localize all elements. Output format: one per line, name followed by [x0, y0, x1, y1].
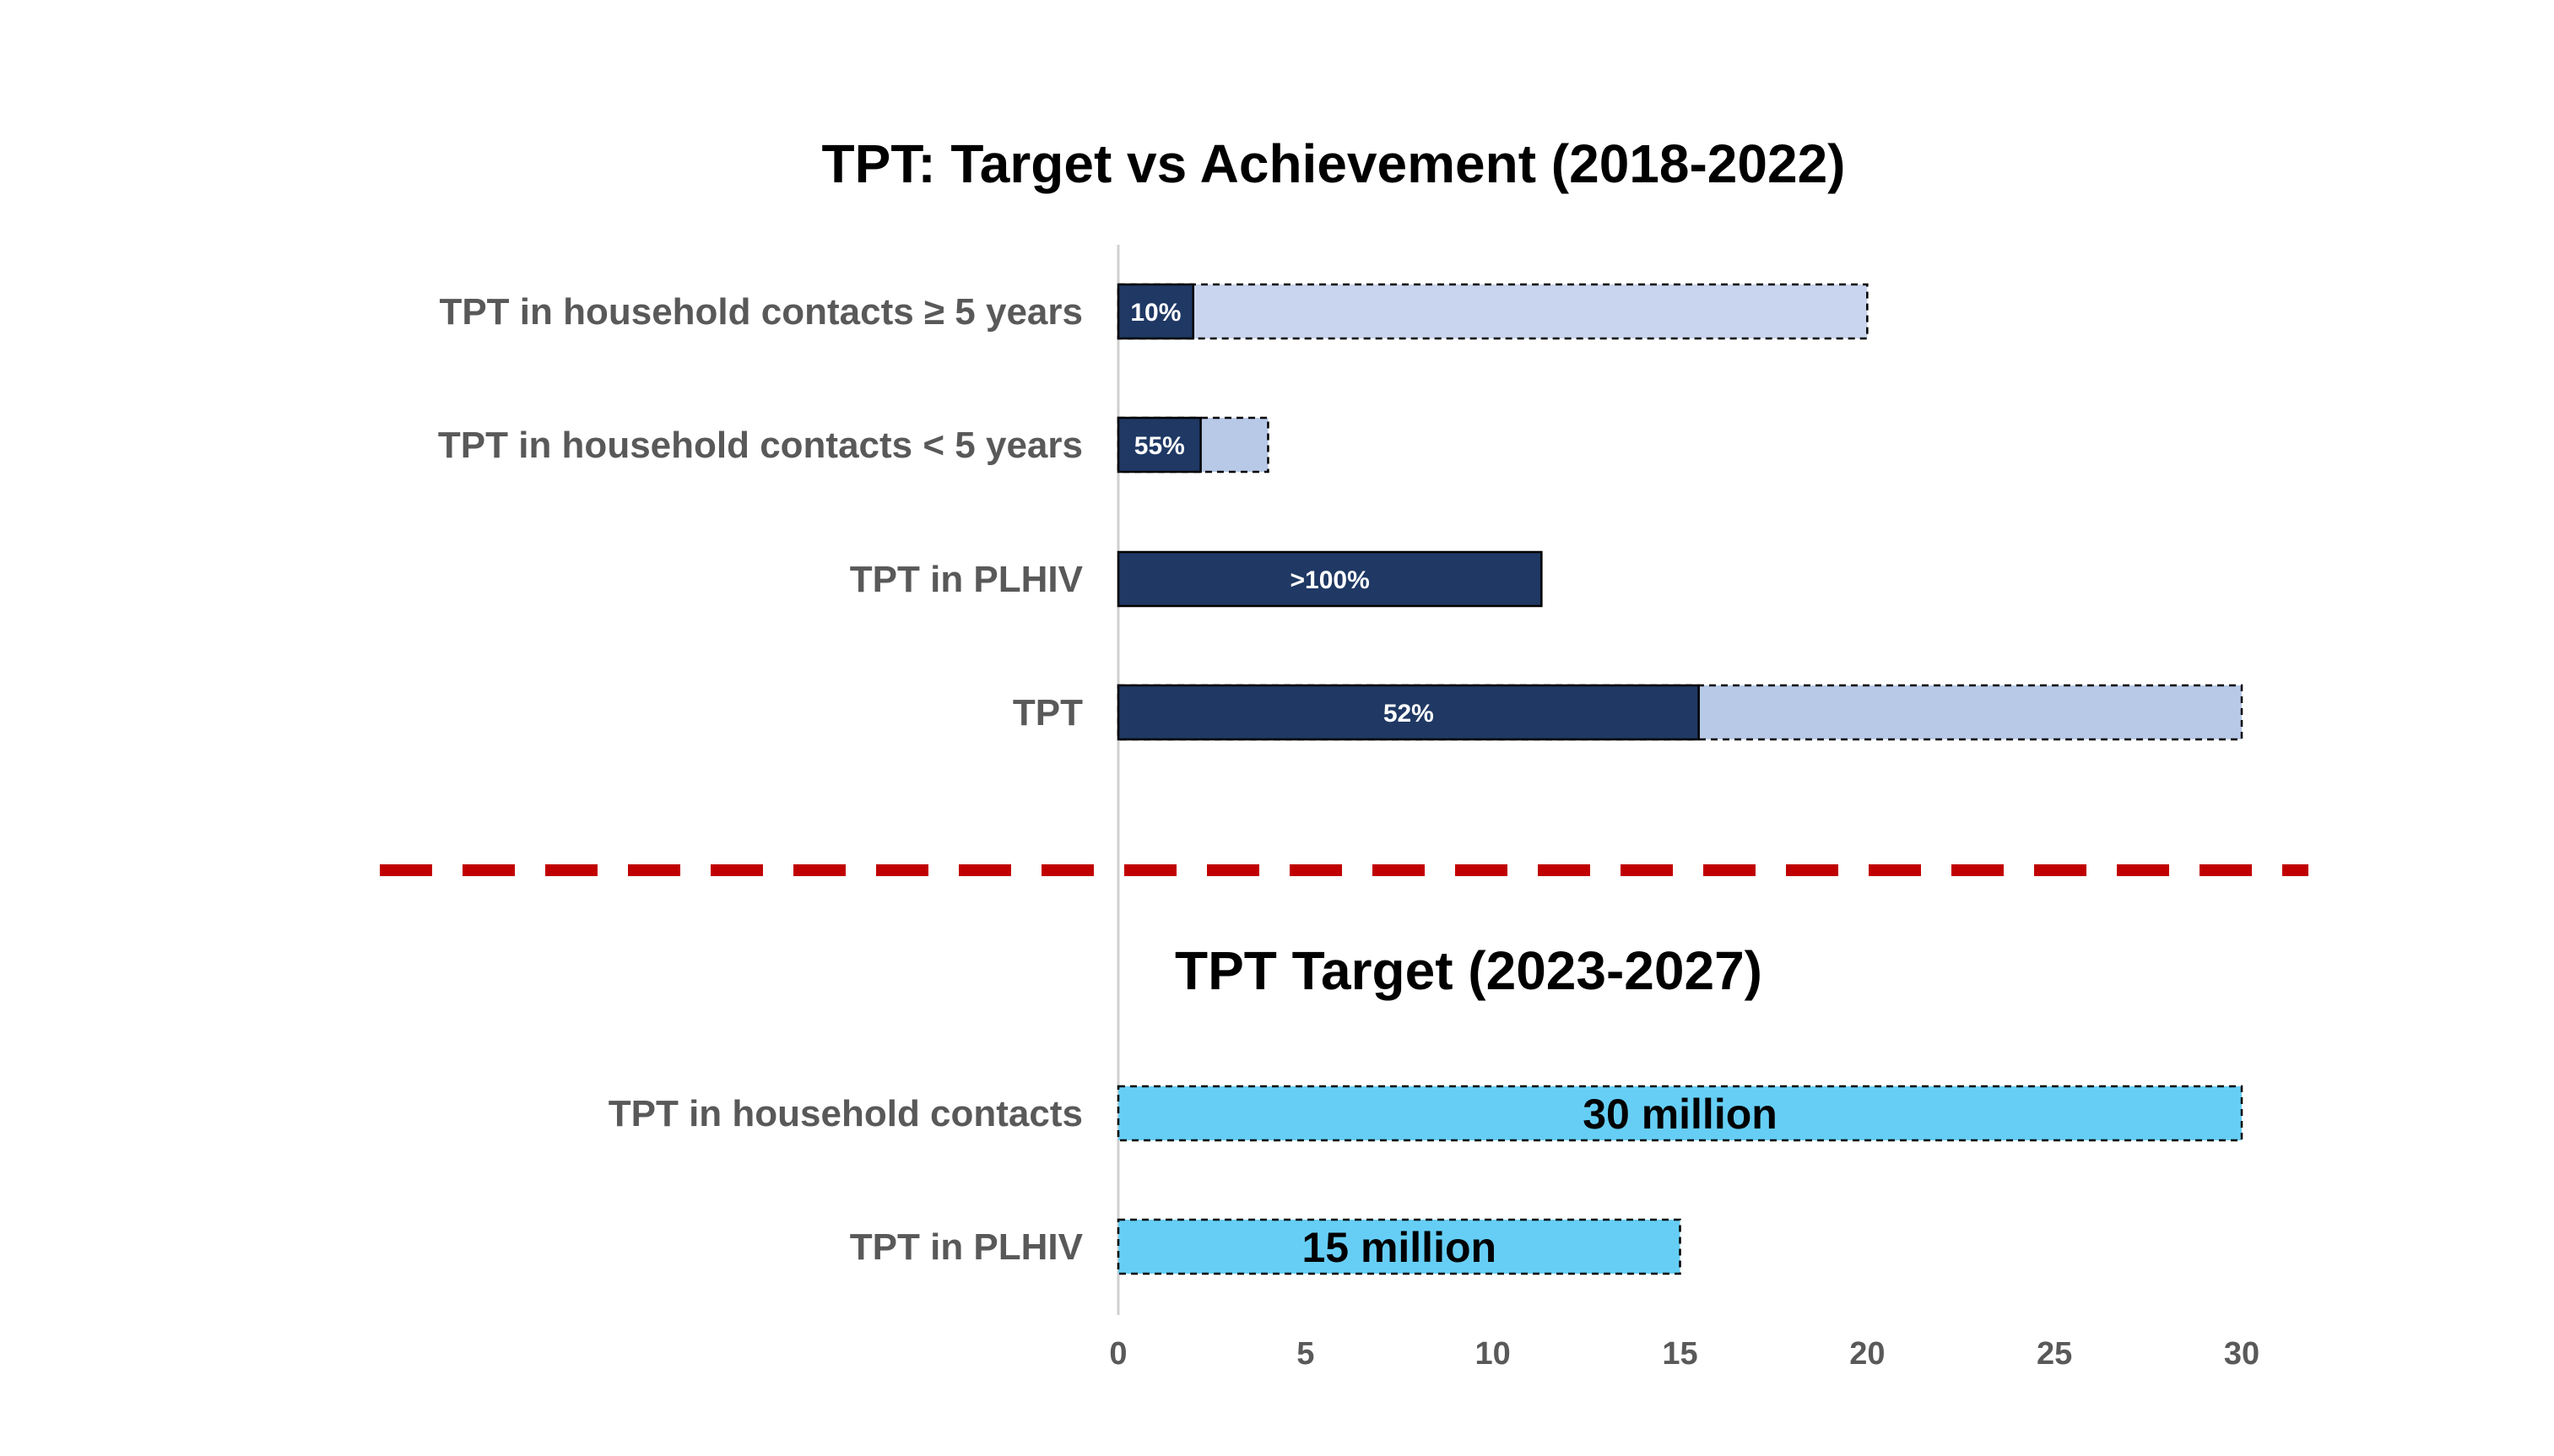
target-bar: [1117, 283, 1869, 340]
data-label: 10%: [1130, 299, 1181, 327]
category-label: TPT in household contacts: [609, 1093, 1083, 1134]
data-label: 15 million: [1301, 1224, 1496, 1271]
category-label: TPT in household contacts < 5 years: [438, 425, 1083, 466]
category-label: TPT in PLHIV: [850, 1226, 1084, 1268]
x-tick-label: 30: [2224, 1336, 2259, 1372]
chart-title-achievement: TPT: Target vs Achievement (2018-2022): [822, 133, 1846, 194]
x-tick-label: 10: [1475, 1336, 1511, 1372]
x-tick-label: 20: [1849, 1336, 1885, 1372]
data-label: >100%: [1291, 566, 1370, 594]
category-label: TPT: [1013, 692, 1083, 733]
data-label: 52%: [1383, 700, 1434, 728]
achieved-bar: [1117, 416, 1202, 474]
future-target-bar: [1117, 1085, 2243, 1142]
achieved-bar: [1117, 283, 1194, 340]
category-label: TPT in PLHIV: [850, 559, 1084, 600]
x-tick-label: 25: [2037, 1336, 2072, 1372]
data-label: 55%: [1134, 432, 1185, 460]
x-tick-label: 15: [1662, 1336, 1697, 1372]
achieved-bar: [1117, 684, 1700, 741]
chart-title-target: TPT Target (2023-2027): [1175, 940, 1762, 1001]
future-target-bar: [1117, 1218, 1681, 1275]
achieved-bar: [1117, 550, 1543, 608]
x-tick-label: 0: [1109, 1336, 1127, 1372]
data-label: 30 million: [1583, 1091, 1778, 1138]
category-label: TPT in household contacts ≥ 5 years: [439, 291, 1083, 333]
x-tick-label: 5: [1296, 1336, 1314, 1372]
